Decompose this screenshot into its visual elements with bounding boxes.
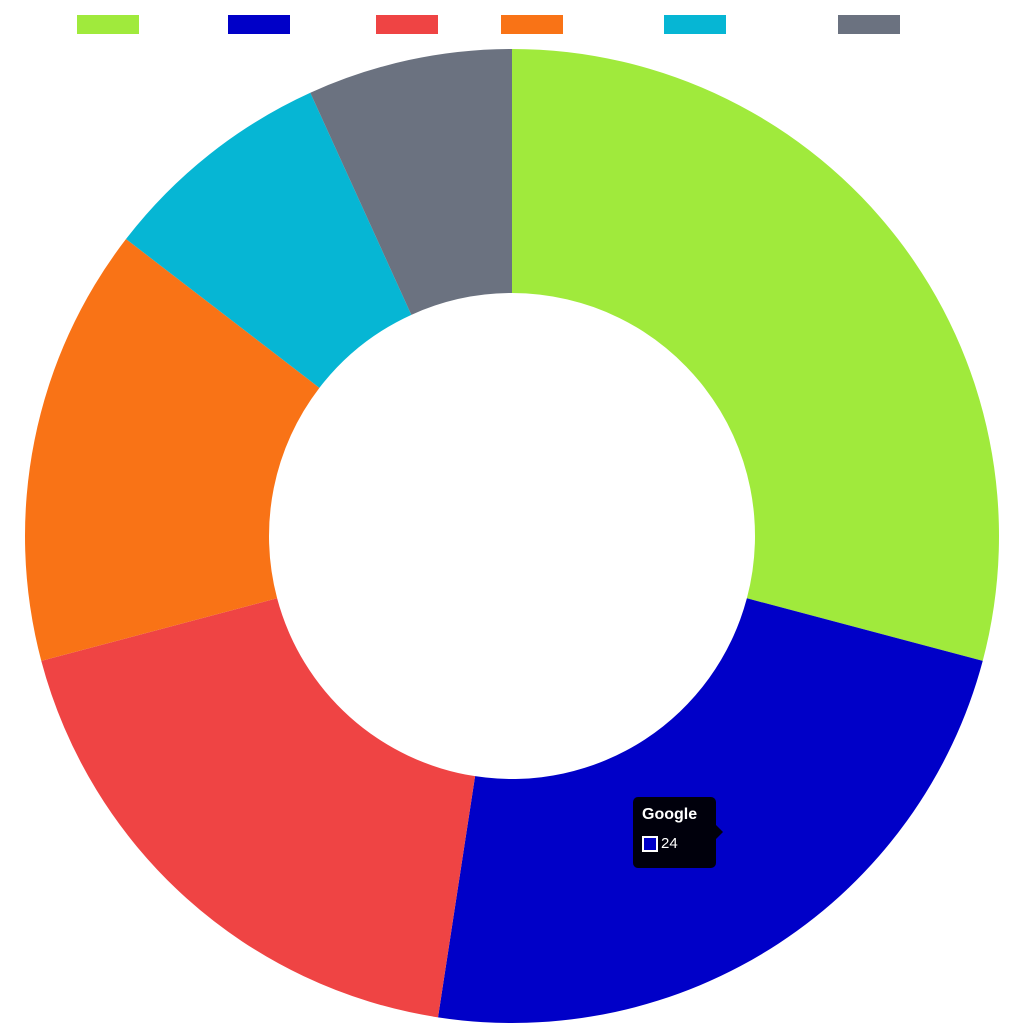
- legend-swatch-6: [838, 15, 900, 34]
- chart-slice-4[interactable]: [25, 239, 320, 661]
- legend-item-3[interactable]: [376, 15, 438, 34]
- legend-swatch-1: [77, 15, 139, 34]
- tooltip-value: 24: [661, 835, 678, 852]
- legend-swatch-5: [664, 15, 726, 34]
- legend-item-4[interactable]: [501, 15, 563, 34]
- chart-slice-3[interactable]: [41, 598, 476, 1018]
- chart-slice-6[interactable]: [310, 49, 512, 315]
- tooltip-title: Google: [642, 806, 698, 823]
- tooltip-color-swatch: [642, 836, 658, 852]
- legend-item-6[interactable]: [838, 15, 900, 34]
- legend-swatch-3: [376, 15, 438, 34]
- legend-item-1[interactable]: [77, 15, 139, 34]
- legend-swatch-4: [501, 15, 563, 34]
- chart-slice-1[interactable]: [512, 49, 999, 661]
- legend-swatch-2: [228, 15, 290, 34]
- chart-tooltip: Google 24: [633, 797, 723, 868]
- legend-item-5[interactable]: [664, 15, 726, 34]
- chart-slices: [25, 49, 999, 1023]
- chart-legend: Google: [77, 15, 900, 34]
- chart-slice-5[interactable]: [126, 92, 412, 388]
- legend-item-2[interactable]: Google: [228, 15, 337, 34]
- tooltip-body: 24: [642, 835, 707, 853]
